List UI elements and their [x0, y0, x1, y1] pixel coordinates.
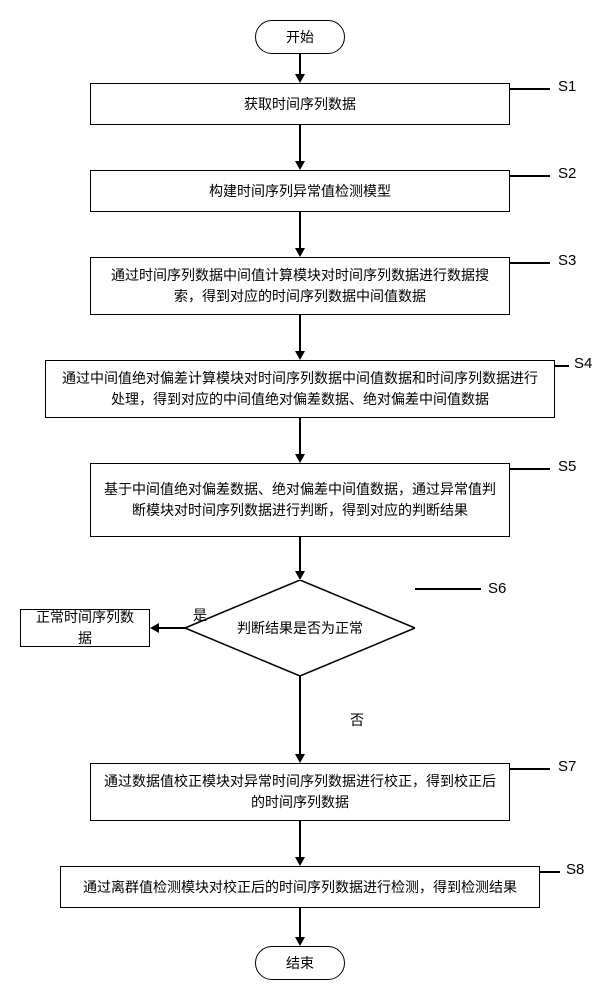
label-s2: S2 [558, 165, 576, 182]
arrow-s5-s6 [299, 537, 301, 571]
arrow-head-s3-s4 [295, 351, 305, 360]
side-output-text: 正常时间序列数据 [31, 607, 139, 649]
s8-text: 通过离群值检测模块对校正后的时间序列数据进行检测，得到检测结果 [83, 877, 517, 898]
arrow-s3-s4 [299, 315, 301, 351]
conn-s5-label [510, 468, 550, 470]
decision-s6: 判断结果是否为正常 [185, 580, 415, 676]
end-label: 结束 [286, 953, 314, 974]
arrow-s7-s8 [299, 821, 301, 857]
conn-s3-label [510, 262, 550, 264]
label-s1: S1 [558, 78, 576, 95]
s7-text: 通过数据值校正模块对异常时间序列数据进行校正，得到校正后的时间序列数据 [101, 771, 499, 813]
conn-s6-label [415, 588, 481, 590]
arrow-start-s1 [299, 54, 301, 74]
flowchart-container: 开始 获取时间序列数据 S1 构建时间序列异常值检测模型 S2 通过时间序列数据… [10, 20, 606, 980]
s2-text: 构建时间序列异常值检测模型 [209, 181, 391, 202]
branch-no-label: 否 [350, 710, 364, 730]
step-s3: 通过时间序列数据中间值计算模块对时间序列数据进行数据搜索，得到对应的时间序列数据… [90, 257, 510, 315]
arrow-head-s2-s3 [295, 248, 305, 257]
arrow-head-s6-yes [150, 623, 159, 633]
label-s8: S8 [566, 861, 584, 878]
branch-yes-label: 是 [193, 605, 207, 625]
s3-text: 通过时间序列数据中间值计算模块对时间序列数据进行数据搜索，得到对应的时间序列数据… [101, 265, 499, 307]
arrow-s4-s5 [299, 418, 301, 454]
label-s3: S3 [558, 252, 576, 269]
label-s7: S7 [558, 758, 576, 775]
s5-text: 基于中间值绝对偏差数据、绝对偏差中间值数据，通过异常值判断模块对时间序列数据进行… [101, 479, 499, 521]
arrow-head-s1-s2 [295, 161, 305, 170]
step-s5: 基于中间值绝对偏差数据、绝对偏差中间值数据，通过异常值判断模块对时间序列数据进行… [90, 463, 510, 537]
label-s6: S6 [488, 580, 506, 597]
label-s4: S4 [574, 355, 592, 372]
arrow-head-s8-end [295, 937, 305, 946]
side-output-box: 正常时间序列数据 [20, 609, 150, 647]
conn-s8-label [540, 871, 560, 873]
label-s5: S5 [558, 458, 576, 475]
arrow-s1-s2 [299, 125, 301, 161]
step-s4: 通过中间值绝对偏差计算模块对时间序列数据中间值数据和时间序列数据进行处理，得到对… [45, 360, 555, 418]
s6-text: 判断结果是否为正常 [185, 580, 415, 676]
s4-text: 通过中间值绝对偏差计算模块对时间序列数据中间值数据和时间序列数据进行处理，得到对… [56, 368, 544, 410]
arrow-s2-s3 [299, 212, 301, 248]
conn-s7-label [510, 768, 550, 770]
arrow-head-s7-s8 [295, 857, 305, 866]
arrow-head-start-s1 [295, 74, 305, 83]
arrow-s6-no [299, 676, 301, 754]
start-label: 开始 [286, 27, 314, 48]
conn-s4-label [555, 365, 569, 367]
terminator-end: 结束 [255, 946, 345, 980]
step-s1: 获取时间序列数据 [90, 83, 510, 125]
arrow-s6-yes [159, 627, 185, 629]
s1-text: 获取时间序列数据 [244, 94, 356, 115]
terminator-start: 开始 [255, 20, 345, 54]
step-s7: 通过数据值校正模块对异常时间序列数据进行校正，得到校正后的时间序列数据 [90, 763, 510, 821]
arrow-s8-end [299, 908, 301, 937]
step-s8: 通过离群值检测模块对校正后的时间序列数据进行检测，得到检测结果 [60, 866, 540, 908]
step-s2: 构建时间序列异常值检测模型 [90, 170, 510, 212]
arrow-head-s6-no [295, 754, 305, 763]
conn-s1-label [510, 88, 550, 90]
conn-s2-label [510, 175, 550, 177]
arrow-head-s5-s6 [295, 571, 305, 580]
arrow-head-s4-s5 [295, 454, 305, 463]
